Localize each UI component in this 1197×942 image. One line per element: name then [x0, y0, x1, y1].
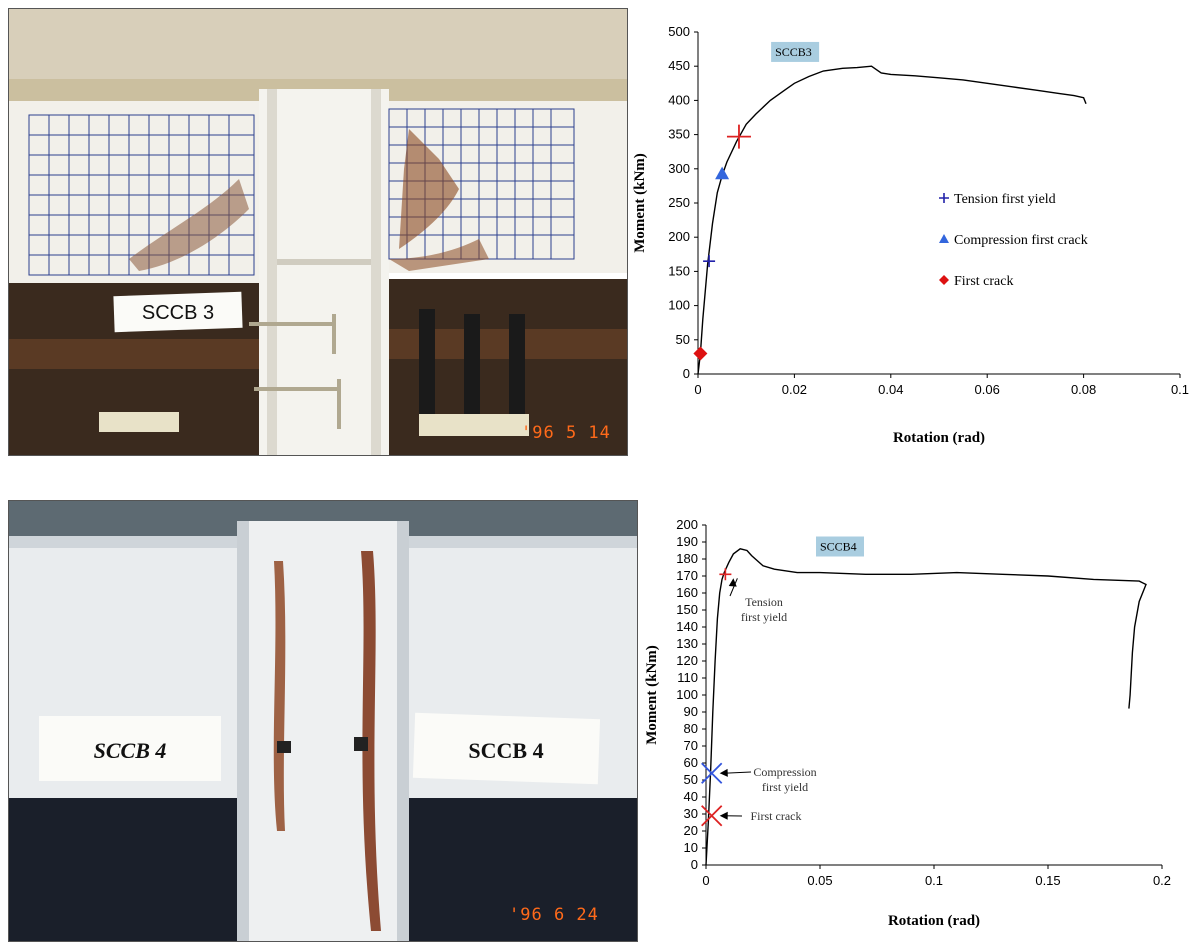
y-tick-label: 150: [676, 602, 698, 617]
annotation-label: first yield: [762, 780, 808, 794]
data-marker: [701, 805, 723, 827]
series-line: [697, 65, 1087, 375]
y-tick-label: 30: [684, 806, 698, 821]
y-tick-label: 160: [676, 585, 698, 600]
series-label-box: [771, 41, 820, 62]
x-tick-label: 0.05: [807, 873, 832, 888]
y-tick-label: 200: [668, 229, 690, 244]
specimen-photo-sccb3: SCCB 3 '96 5 14: [8, 8, 628, 456]
legend-label: Tension first yield: [954, 192, 1056, 207]
y-tick-label: 70: [684, 738, 698, 753]
sign-sccb4-right: SCCB 4: [468, 738, 543, 763]
x-tick-label: 0.1: [925, 873, 943, 888]
annotation-label: Tension: [745, 595, 783, 609]
y-tick-label: 500: [668, 24, 690, 39]
y-tick-label: 140: [676, 619, 698, 634]
sign-sccb4-left: SCCB 4: [94, 738, 167, 763]
data-marker: [726, 124, 751, 149]
y-tick-label: 180: [676, 551, 698, 566]
legend-marker: [939, 234, 949, 243]
annotation-arrow: [729, 578, 738, 597]
data-marker: [719, 568, 732, 581]
data-marker: [703, 255, 716, 268]
series-label: SCCB3: [775, 45, 812, 59]
y-tick-label: 20: [684, 823, 698, 838]
y-axis-title: Moment (kNm): [644, 645, 660, 745]
legend-marker: [939, 275, 949, 285]
y-tick-label: 40: [684, 789, 698, 804]
x-tick-label: 0.06: [975, 382, 1000, 397]
y-tick-label: 50: [676, 332, 690, 347]
y-tick-label: 100: [676, 687, 698, 702]
y-tick-label: 50: [684, 772, 698, 787]
annotation-arrowhead: [728, 578, 737, 587]
chart-sccb3-svg: 0 50 100 150 200 250 300 350 400 450 500 0 0.02 0.04 0…: [632, 24, 1189, 446]
x-tick-label: 0: [694, 382, 701, 397]
y-tick-label: 90: [684, 704, 698, 719]
y-tick-label: 10: [684, 840, 698, 855]
y-tick-label: 450: [668, 58, 690, 73]
chart-sccb3: 0 50 100 150 200 250 300 350 400 450 500 0 0.02 0.04 0…: [632, 12, 1190, 452]
annotation-label: Compression: [753, 765, 816, 779]
y-tick-label: 190: [676, 534, 698, 549]
y-tick-label: 0: [683, 366, 690, 381]
series-label: SCCB4: [820, 540, 857, 554]
annotation-arrowhead: [719, 811, 728, 820]
x-tick-label: 0: [702, 873, 709, 888]
y-tick-label: 80: [684, 721, 698, 736]
legend-label: Compression first crack: [954, 233, 1088, 248]
annotation-arrow: [723, 771, 752, 774]
annotation-label: first yield: [741, 610, 787, 624]
chart-sccb4: 0 10 20 30 40 50 60 70 80 90 100 110 120 130 140 150 160…: [640, 510, 1190, 940]
y-tick-label: 400: [668, 92, 690, 107]
x-tick-label: 0.2: [1153, 873, 1171, 888]
legend-marker: [939, 193, 949, 203]
y-tick-label: 150: [668, 263, 690, 278]
annotation-label: First crack: [751, 809, 802, 823]
y-tick-label: 350: [668, 127, 690, 142]
y-tick-label: 170: [676, 568, 698, 583]
photo-date-stamp: '96 6 24: [509, 905, 599, 925]
y-tick-label: 250: [668, 195, 690, 210]
data-marker: [701, 762, 723, 784]
y-tick-label: 0: [691, 857, 698, 872]
y-tick-label: 120: [676, 653, 698, 668]
data-marker: [715, 166, 730, 180]
x-axis-title: Rotation (rad): [888, 913, 980, 929]
y-axis-title: Moment (kNm): [632, 153, 648, 253]
x-axis-title: Rotation (rad): [893, 430, 985, 446]
series-line: [705, 548, 1147, 866]
y-tick-label: 60: [684, 755, 698, 770]
legend-label: First crack: [954, 274, 1013, 289]
y-tick-label: 200: [676, 517, 698, 532]
sign-sccb3: SCCB 3: [142, 302, 214, 324]
x-tick-label: 0.04: [878, 382, 903, 397]
data-marker: [693, 346, 708, 361]
specimen-photo-sccb4: SCCB 4 SCCB 4 '96 6 24: [8, 500, 638, 942]
series-label-box: [816, 536, 864, 557]
y-tick-label: 110: [677, 670, 698, 685]
annotation-arrowhead: [719, 768, 728, 777]
x-tick-label: 0.08: [1071, 382, 1096, 397]
photo-date-stamp: '96 5 14: [521, 423, 611, 443]
x-tick-label: 0.15: [1035, 873, 1060, 888]
x-tick-label: 0.1: [1171, 382, 1189, 397]
chart-sccb4-svg: 0 10 20 30 40 50 60 70 80 90 100 110 120 130 140 150 160…: [644, 517, 1171, 929]
x-tick-label: 0.02: [782, 382, 807, 397]
y-tick-label: 100: [668, 298, 690, 313]
y-tick-label: 130: [676, 636, 698, 651]
specimen-photo-sccb4-image: SCCB 4 SCCB 4: [9, 501, 637, 941]
specimen-photo-sccb3-image: SCCB 3: [9, 9, 627, 455]
y-tick-label: 300: [668, 161, 690, 176]
